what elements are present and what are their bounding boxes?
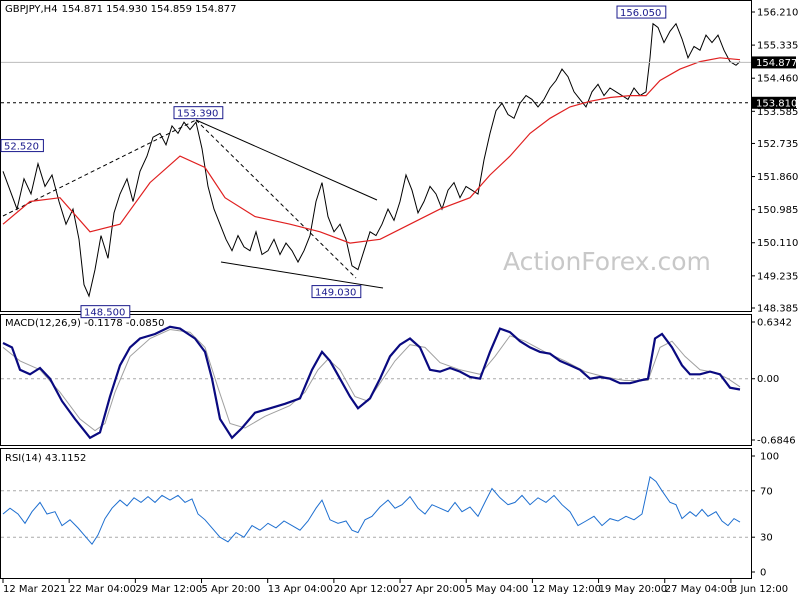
last-price-label: 154.877 (756, 58, 797, 69)
price-annotation-label: 148.500 (84, 308, 125, 319)
x-tick-label: 27 May 04:00 (665, 584, 734, 595)
rsi-y-tick-label: 30 (760, 533, 773, 544)
rsi-panel-frame (0, 448, 752, 579)
x-tick-label: 3 Jun 12:00 (731, 584, 788, 595)
price-annotation-box (80, 305, 131, 319)
x-tick-label: 19 May 20:00 (599, 584, 668, 595)
price-annotation-box (616, 5, 667, 19)
x-tick-label: 27 Apr 20:00 (400, 584, 465, 595)
rsi-y-tick-label: 100 (760, 452, 779, 463)
x-tick-label: 5 May 04:00 (466, 584, 528, 595)
price-y-tick-label: 154.460 (757, 74, 798, 85)
ohlc-label: 154.871 154.930 154.859 154.877 (62, 4, 237, 15)
dashed-trend-left (2, 119, 197, 217)
price-y-tick-label: 156.210 (757, 8, 798, 19)
price-y-axis: 156.210 155.335 154.460 153.585 152.735 151.8… (751, 8, 798, 315)
price-annotation-label: 52.520 (4, 142, 39, 153)
wedge-lower-line (220, 261, 384, 289)
dashed-trend-right (195, 119, 357, 279)
price-close-line (2, 22, 741, 298)
rsi-title: RSI(14) 43.1152 (5, 453, 86, 464)
price-annotation-label: 153.390 (177, 109, 218, 120)
price-annotations: 52.520 148.500 153.390 149.030 156.050 (0, 5, 667, 319)
x-tick-label: 13 Apr 04:00 (268, 584, 333, 595)
macd-y-axis: 0.6342 0.00 -0.6846 (751, 318, 796, 447)
last-price-box (752, 56, 796, 69)
price-panel-frame (0, 0, 752, 312)
x-tick-label: 20 Apr 12:00 (334, 584, 399, 595)
price-annotation-box (173, 106, 224, 120)
macd-title: MACD(12,26,9) -0.1178 -0.0850 (5, 318, 165, 329)
macd-line (2, 325, 741, 440)
price-annotation-label: 156.050 (620, 8, 661, 19)
x-tick-label: 22 Mar 04:00 (69, 584, 136, 595)
price-y-tick-label: 149.235 (757, 271, 798, 282)
macd-y-tick-label: 0.6342 (757, 318, 792, 329)
price-annotation-box (0, 139, 44, 153)
price-y-tick-label: 150.985 (757, 205, 798, 216)
rsi-y-tick-label: 0 (760, 568, 766, 579)
price-annotation-label: 149.030 (315, 288, 356, 299)
price-header: GBPJPY,H4 154.871 154.930 154.859 154.877 (5, 4, 237, 15)
x-tick-label: 12 May 12:00 (532, 584, 601, 595)
price-annotation-box (311, 285, 362, 299)
watermark: ActionForex.com (503, 247, 711, 276)
x-tick-label: 5 Apr 20:00 (202, 584, 261, 595)
price-y-tick-label: 150.110 (757, 238, 798, 249)
price-y-tick-label: 148.385 (757, 304, 798, 315)
moving-average-line (2, 57, 741, 244)
rsi-line (2, 476, 741, 546)
price-y-tick-label: 153.585 (757, 107, 798, 118)
level-label: 153.810 (756, 98, 797, 109)
macd-y-tick-label: 0.00 (757, 374, 779, 385)
symbol-label: GBPJPY,H4 (5, 4, 58, 15)
time-axis: 12 Mar 2021 22 Mar 04:00 29 Mar 12:00 5 Apr… (2, 579, 788, 595)
price-y-tick-label: 155.335 (757, 41, 798, 52)
level-box (752, 96, 796, 109)
wedge-upper-line (195, 119, 378, 201)
rsi-y-axis: 100 70 30 0 (751, 452, 779, 579)
x-tick-label: 12 Mar 2021 (3, 584, 66, 595)
price-y-tick-label: 152.735 (757, 139, 798, 150)
price-y-tick-label: 151.860 (757, 172, 798, 183)
rsi-y-tick-label: 70 (760, 486, 773, 497)
x-tick-label: 29 Mar 12:00 (135, 584, 202, 595)
macd-y-tick-label: -0.6846 (757, 436, 796, 447)
